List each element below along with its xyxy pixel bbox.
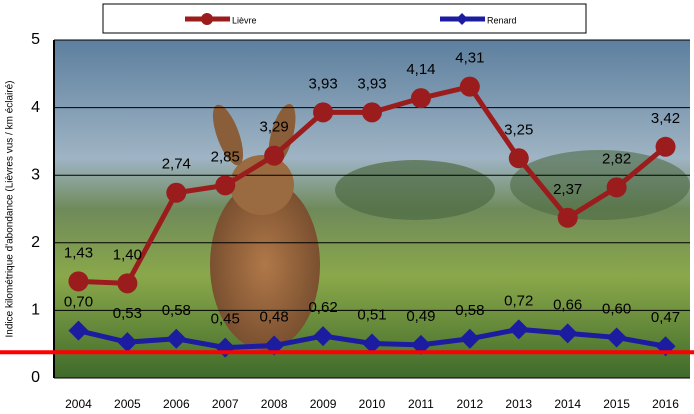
point (166, 182, 187, 203)
point (313, 102, 334, 123)
point (117, 273, 138, 294)
legend-marker (201, 13, 213, 25)
data-label: 0,47 (651, 309, 680, 326)
x-tick-label: 2008 (261, 397, 288, 411)
x-tick-label: 2016 (652, 397, 679, 411)
x-tick-label: 2009 (310, 397, 337, 411)
data-label: 3,25 (504, 121, 533, 138)
point (459, 76, 480, 97)
data-label: 4,14 (406, 61, 435, 78)
data-label: 0,58 (455, 302, 484, 319)
y-tick-label: 4 (31, 99, 40, 116)
point (410, 88, 431, 109)
point (557, 323, 578, 344)
x-tick-label: 2012 (456, 397, 483, 411)
data-label: 3,42 (651, 110, 680, 127)
point (508, 148, 529, 169)
point (362, 333, 382, 354)
data-label: 2,37 (553, 181, 582, 198)
legend-label: Lièvre (232, 15, 257, 25)
y-tick-label: 0 (31, 369, 40, 386)
x-tick-label: 2007 (212, 397, 239, 411)
x-tick-label: 2015 (603, 397, 630, 411)
y-tick-label: 1 (31, 302, 40, 319)
data-label: 0,60 (602, 300, 631, 317)
point (117, 332, 138, 353)
point (264, 145, 285, 166)
point (362, 102, 382, 123)
data-label: 2,85 (211, 148, 240, 165)
point (313, 326, 334, 347)
y-tick-label: 5 (31, 31, 40, 48)
data-label: 0,70 (64, 294, 93, 311)
data-label: 3,93 (357, 75, 386, 92)
point (459, 328, 480, 349)
point (410, 334, 431, 355)
data-label: 0,45 (211, 311, 240, 328)
x-tick-label: 2010 (359, 397, 386, 411)
legend-box (102, 3, 587, 34)
data-label: 3,29 (260, 119, 289, 136)
data-label: 1,43 (64, 244, 93, 261)
data-label: 1,40 (113, 246, 142, 263)
x-tick-label: 2011 (408, 397, 434, 411)
y-tick-label: 3 (31, 166, 40, 183)
point (557, 207, 578, 228)
legend-label: Renard (487, 15, 517, 25)
data-label: 4,31 (455, 50, 484, 67)
data-label: 0,72 (504, 292, 533, 309)
data-label: 0,53 (113, 305, 142, 322)
point (68, 320, 89, 341)
data-label: 0,49 (406, 308, 435, 325)
data-label: 0,51 (357, 306, 386, 323)
point (68, 271, 89, 292)
y-axis-label: Indice kilométrique d'abondance (Lièvres… (5, 80, 16, 337)
x-tick-label: 2014 (554, 397, 581, 411)
x-tick-label: 2006 (163, 397, 190, 411)
point (606, 327, 627, 348)
data-label: 2,74 (162, 156, 191, 173)
data-label: 0,66 (553, 296, 582, 313)
point (655, 136, 676, 157)
data-label: 2,82 (602, 150, 631, 167)
point (606, 177, 627, 198)
point (166, 328, 187, 349)
y-tick-label: 2 (31, 234, 40, 251)
data-label: 0,58 (162, 302, 191, 319)
x-tick-label: 2004 (65, 397, 92, 411)
x-tick-label: 2013 (505, 397, 532, 411)
x-tick-label: 2005 (114, 397, 141, 411)
data-label: 3,93 (308, 75, 337, 92)
point (215, 175, 236, 196)
data-label: 0,62 (308, 299, 337, 316)
legend-marker (456, 13, 468, 25)
data-label: 0,48 (260, 309, 289, 326)
point (508, 319, 529, 340)
